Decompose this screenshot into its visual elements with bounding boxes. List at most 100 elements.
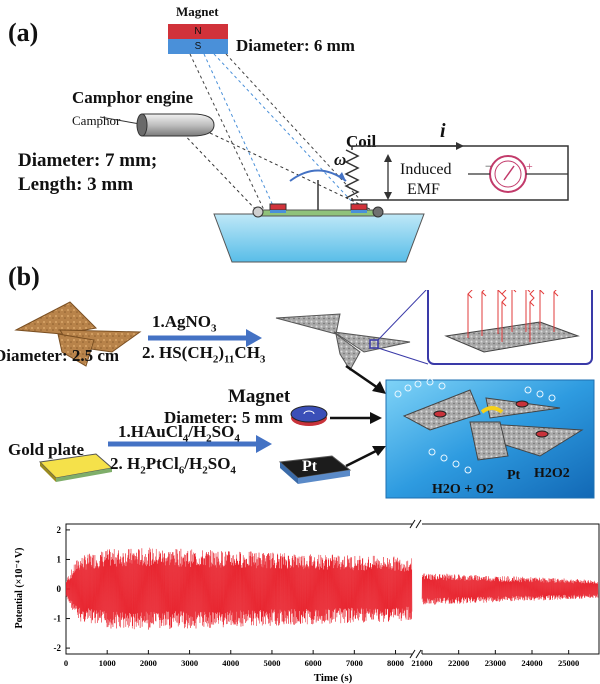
x-tick-label: 4000 <box>222 658 239 668</box>
modified-rotor-blade <box>333 331 411 353</box>
emf-line2: EMF <box>407 181 440 198</box>
y-tick-label: -2 <box>54 643 62 653</box>
paper-rotor-blade <box>57 333 95 367</box>
x-tick-label: 25000 <box>558 658 579 668</box>
assembly-arrowhead-icon <box>372 446 386 456</box>
small-magnet-icon-s <box>270 210 286 213</box>
camphor-guide-line <box>174 124 259 213</box>
engine-length-label: Length: 3 mm <box>18 174 134 195</box>
axis-break-mark <box>409 649 416 659</box>
chart-x-axis-label: Time (s) <box>314 672 353 684</box>
y-tick-label: -1 <box>54 614 62 624</box>
signal-trace <box>65 547 413 630</box>
magnet-block: N S <box>168 24 228 54</box>
magnet-s-pole: S <box>168 39 228 54</box>
magnet-guide-line <box>189 53 265 211</box>
camphor-engine-small-icon <box>372 206 384 218</box>
y-tick-label: 2 <box>57 525 62 535</box>
assembled-rotor-blade <box>402 389 481 431</box>
x-tick-label: 7000 <box>346 658 363 668</box>
paper-rotor-blade <box>14 301 98 335</box>
y-tick-label: 0 <box>57 584 62 594</box>
silver-surface <box>444 321 580 353</box>
svg-text:+: + <box>526 159 533 173</box>
gold-plate-label: Gold plate <box>8 440 85 459</box>
water-container <box>213 213 425 263</box>
svg-text:−: − <box>485 159 492 173</box>
magnet-b-diameter: Diameter: 5 mm <box>164 408 283 427</box>
assembly-arrow <box>345 364 379 390</box>
axis-break-mark <box>415 519 422 529</box>
camphor-label: Camphor <box>72 113 121 128</box>
small-magnet-icon-s <box>351 210 367 213</box>
chart-signal <box>65 547 599 630</box>
modified-rotor-blade <box>275 313 341 335</box>
reaction-left: H2O + O2 <box>432 482 494 497</box>
rotation-arrowhead-icon <box>338 172 346 181</box>
x-tick-label: 23000 <box>485 658 506 668</box>
camphor-engine-end <box>136 113 148 137</box>
zoom-box-icon <box>369 339 379 349</box>
step4-label: 2. H2PtCl6/H2SO4 <box>110 454 236 477</box>
alkyl-chain-icons <box>467 290 559 342</box>
x-tick-label: 1000 <box>99 658 116 668</box>
process-arrowhead-icon <box>246 329 262 347</box>
magnet-disc-top-icon <box>290 405 328 423</box>
camphor-engine-body <box>141 113 215 137</box>
x-tick-label: 21000 <box>411 658 432 668</box>
coil-icon <box>344 149 360 199</box>
pt-plate-label: Pt <box>302 458 318 475</box>
camphor-engine-title: Camphor engine <box>72 88 194 107</box>
camphor-guide-line <box>209 132 377 213</box>
magnet-guide-line <box>213 53 357 207</box>
step1-label: 1.AgNO3 <box>152 312 217 335</box>
rotor-diameter-label: Diameter: 2.5 cm <box>0 346 120 365</box>
step3-label: 1.HAuCl4/H2SO4 <box>118 422 240 445</box>
chart-y-axis-label: Potential (×10⁻⁴ V) <box>14 547 25 628</box>
camphor-pointer-line <box>99 116 141 125</box>
x-tick-label: 22000 <box>448 658 469 668</box>
step2-label: 2. HS(CH2)11CH3 <box>142 343 266 366</box>
assembly-arrowhead-icon <box>370 412 382 424</box>
signal-trace <box>421 573 599 605</box>
reaction-right: H2O2 <box>534 466 570 481</box>
magnet-n-pole: N <box>168 24 228 39</box>
axis-break-mask <box>412 650 422 658</box>
process-arrowhead-icon <box>256 435 272 453</box>
camphor-engine-small-icon <box>252 206 264 218</box>
omega-label: ω <box>334 150 347 169</box>
assembly-arrow <box>345 448 379 468</box>
x-tick-label: 8000 <box>387 658 404 668</box>
axis-break-mark <box>409 519 416 529</box>
y-tick-label: 1 <box>57 554 62 564</box>
emf-line1: Induced <box>400 161 452 178</box>
small-magnet-icon <box>350 203 368 211</box>
panel-b-illustration <box>14 290 595 499</box>
axis-break-mask <box>412 520 422 528</box>
bubble-icons <box>394 378 556 474</box>
x-tick-label: 0 <box>64 658 68 668</box>
x-tick-label: 24000 <box>521 658 542 668</box>
panel-a-illustration: − + <box>99 53 569 263</box>
circuit-wire <box>351 145 569 201</box>
x-tick-label: 6000 <box>305 658 322 668</box>
emf-arrowhead-icon <box>384 154 392 162</box>
magnet-guide-line <box>225 53 367 207</box>
emf-arrowhead-icon <box>384 192 392 200</box>
potential-chart: -2 -1 0 1 2 0 1000 2000 3000 4000 5000 6000 7000 8000… <box>14 519 600 684</box>
spin-arrow-icon <box>480 406 504 414</box>
assembly-arrowhead-icon <box>372 381 386 394</box>
magnet-guide-line <box>203 53 276 211</box>
chart-axes: -2 -1 0 1 2 0 1000 2000 3000 4000 5000 6000 7000 8000… <box>54 519 600 668</box>
x-tick-label: 5000 <box>263 658 280 668</box>
current-label: i <box>440 120 446 142</box>
small-magnet-icon <box>269 203 287 211</box>
magnet-diameter-label: Diameter: 6 mm <box>236 36 355 55</box>
panel-a-tag: (a) <box>8 18 39 47</box>
panel-b-tag: (b) <box>8 262 40 291</box>
voltmeter-needle-icon <box>503 165 515 181</box>
magnet-title: Magnet <box>176 4 219 19</box>
x-tick-label: 3000 <box>181 658 198 668</box>
current-arrowhead-icon <box>456 142 464 150</box>
magnet-b-label: Magnet <box>228 386 291 407</box>
